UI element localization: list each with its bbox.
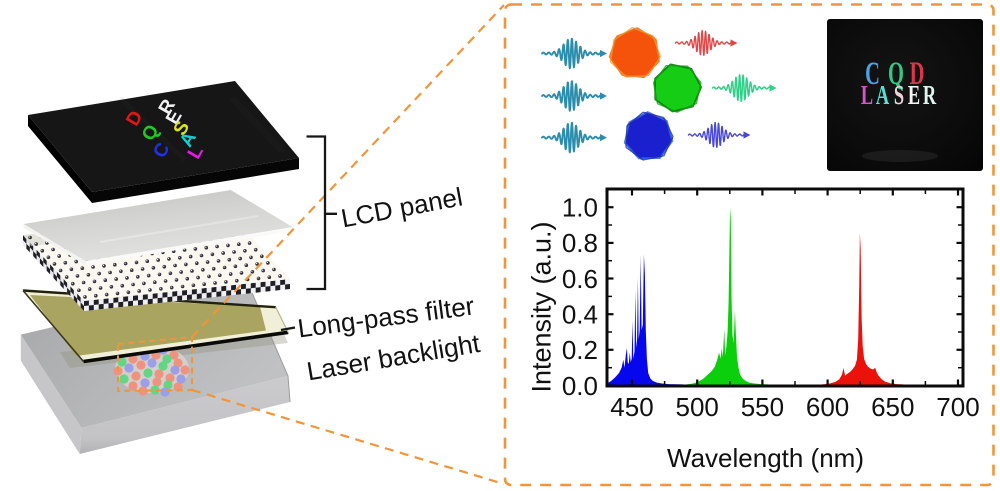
svg-text:0.0: 0.0 bbox=[562, 371, 598, 401]
svg-text:L: L bbox=[861, 79, 873, 109]
svg-text:R: R bbox=[923, 79, 937, 109]
svg-text:Intensity (a.u.): Intensity (a.u.) bbox=[527, 221, 557, 392]
svg-text:700: 700 bbox=[936, 392, 979, 422]
svg-text:0.6: 0.6 bbox=[562, 264, 598, 294]
svg-text:0.2: 0.2 bbox=[562, 335, 598, 365]
svg-text:Wavelength (nm): Wavelength (nm) bbox=[667, 443, 864, 473]
svg-text:S: S bbox=[894, 79, 904, 109]
svg-text:C: C bbox=[865, 55, 880, 91]
svg-text:Q: Q bbox=[888, 55, 904, 91]
svg-text:650: 650 bbox=[871, 392, 914, 422]
svg-text:0.4: 0.4 bbox=[562, 300, 598, 330]
svg-text:D: D bbox=[910, 55, 925, 91]
svg-text:0.8: 0.8 bbox=[562, 228, 598, 258]
svg-text:450: 450 bbox=[610, 392, 653, 422]
svg-text:A: A bbox=[876, 79, 890, 109]
svg-text:500: 500 bbox=[676, 392, 719, 422]
svg-text:600: 600 bbox=[806, 392, 849, 422]
svg-text:1.0: 1.0 bbox=[562, 193, 598, 223]
svg-text:550: 550 bbox=[741, 392, 784, 422]
svg-text:E: E bbox=[908, 79, 920, 109]
